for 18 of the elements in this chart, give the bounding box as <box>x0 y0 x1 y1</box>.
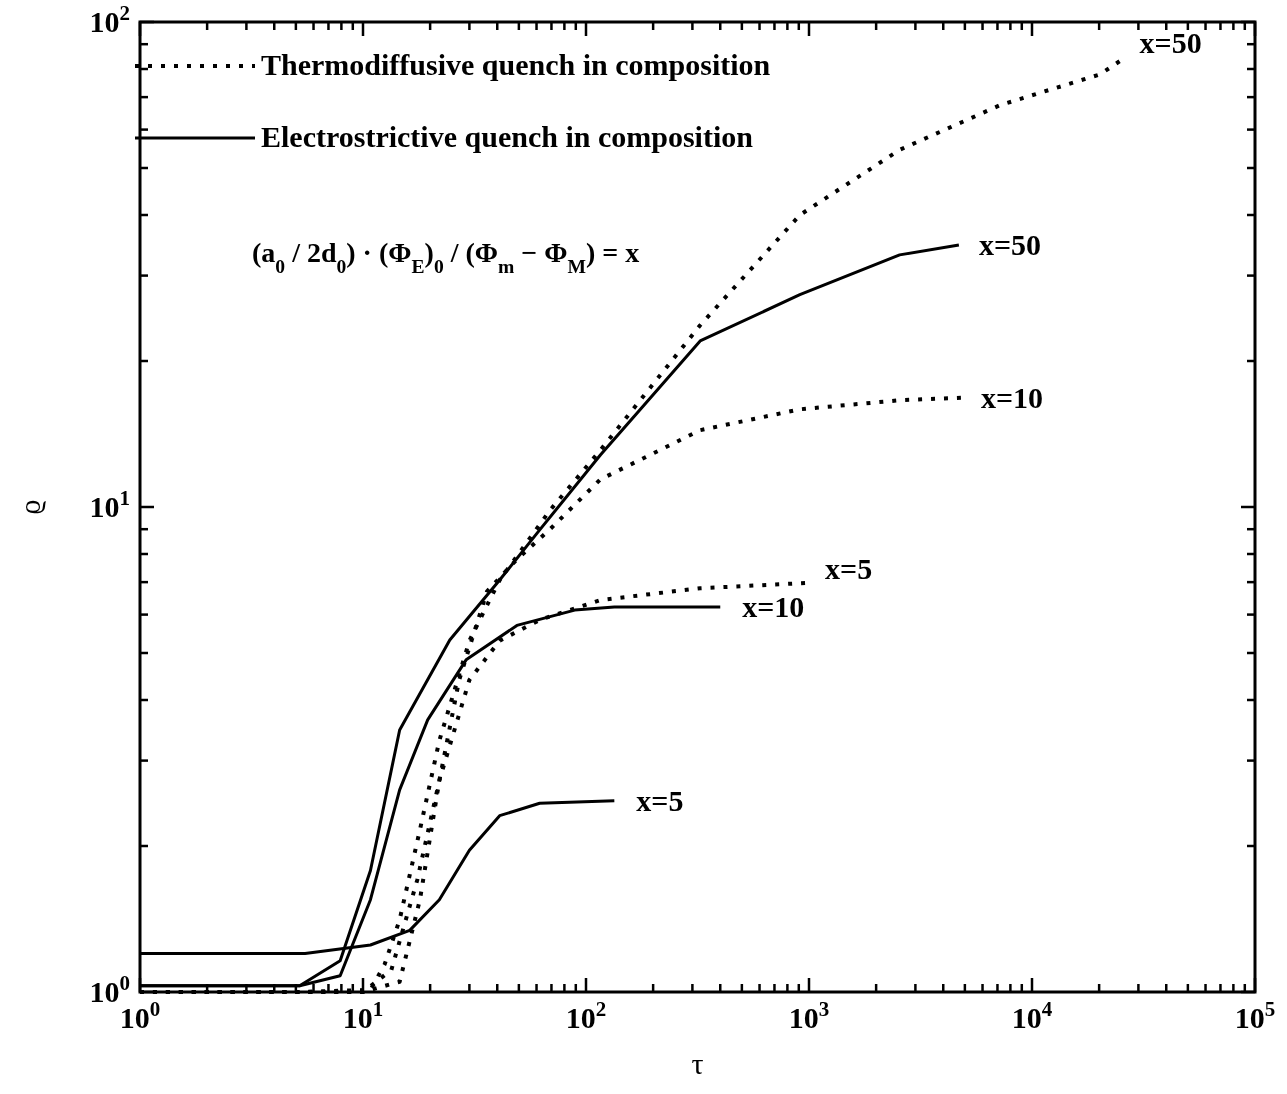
x-tick-label: 10$^{3}$ <box>788 997 830 1034</box>
text: (a$_{0}$ / 2d$_{0}$) · (Φ$_{E}$)$_{0}$ / (Φ$_{m}$ − Φ$_{M}$) = x <box>252 237 640 277</box>
annotation: x=10 <box>742 590 805 624</box>
annotation: x=50 <box>1139 26 1202 60</box>
x-axis-title: τ <box>691 1047 704 1080</box>
annotation: x=5 <box>636 783 684 817</box>
legend-label: Thermodiffusive quench in composition <box>261 48 771 81</box>
x-tick-label: 10$^{1}$ <box>342 997 384 1034</box>
x-tick-label: 10$^{4}$ <box>1011 997 1053 1034</box>
x-tick-label: 10$^{2}$ <box>565 997 607 1034</box>
y-tick-label: 10$^{1}$ <box>89 486 130 523</box>
annotation: x=5 <box>825 552 873 586</box>
annotation: x=50 <box>978 227 1041 261</box>
legend-label: Electrostrictive quench in composition <box>261 120 754 153</box>
x-tick-label: 10$^{5}$ <box>1234 997 1276 1034</box>
y-axis-title: ϱ <box>13 499 46 515</box>
annotation: x=10 <box>980 380 1044 414</box>
y-tick-label: 10$^{2}$ <box>89 1 130 38</box>
